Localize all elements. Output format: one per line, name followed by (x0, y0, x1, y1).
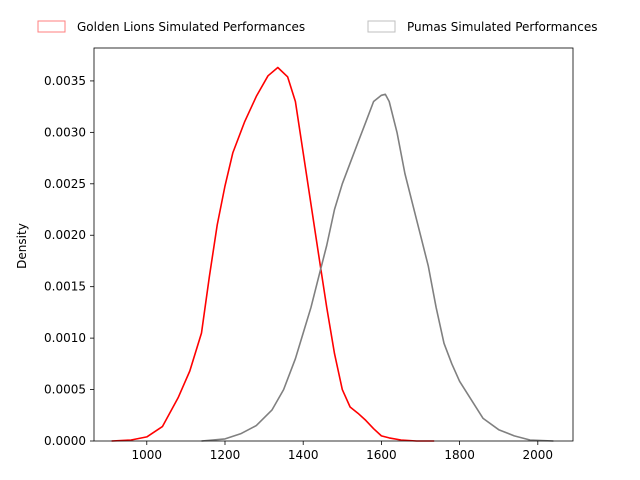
y-axis-label: Density (15, 223, 29, 269)
y-tick-label: 0.0010 (44, 331, 86, 345)
plot-area (111, 66, 554, 442)
plot-frame (93, 47, 574, 442)
y-axis: 0.0000 0.0005 0.0010 0.0015 0.0020 0.0025 0.00… (44, 74, 94, 448)
x-tick-label: 1600 (366, 448, 397, 462)
series-line-1 (201, 93, 554, 442)
y-tick-label: 0.0035 (44, 74, 86, 88)
series-line-0 (111, 66, 435, 442)
x-tick-label: 1800 (444, 448, 475, 462)
legend: Golden Lions Simulated Performances Pumas… (37, 20, 598, 34)
legend-swatch (37, 20, 66, 33)
x-tick-label: 1000 (132, 448, 163, 462)
x-tick-label: 2000 (523, 448, 554, 462)
legend-label: Pumas Simulated Performances (407, 20, 598, 34)
x-axis: 1000 1200 1400 1600 1800 2000 (132, 441, 554, 462)
legend-label: Golden Lions Simulated Performances (77, 20, 305, 34)
y-tick-label: 0.0015 (44, 280, 86, 294)
y-tick-label: 0.0030 (44, 125, 86, 139)
x-tick-label: 1400 (288, 448, 319, 462)
y-tick-label: 0.0005 (44, 383, 86, 397)
x-tick-label: 1200 (210, 448, 241, 462)
y-tick-label: 0.0020 (44, 228, 86, 242)
y-tick-label: 0.0025 (44, 177, 86, 191)
legend-swatch (367, 20, 396, 33)
y-tick-label: 0.0000 (44, 434, 86, 448)
